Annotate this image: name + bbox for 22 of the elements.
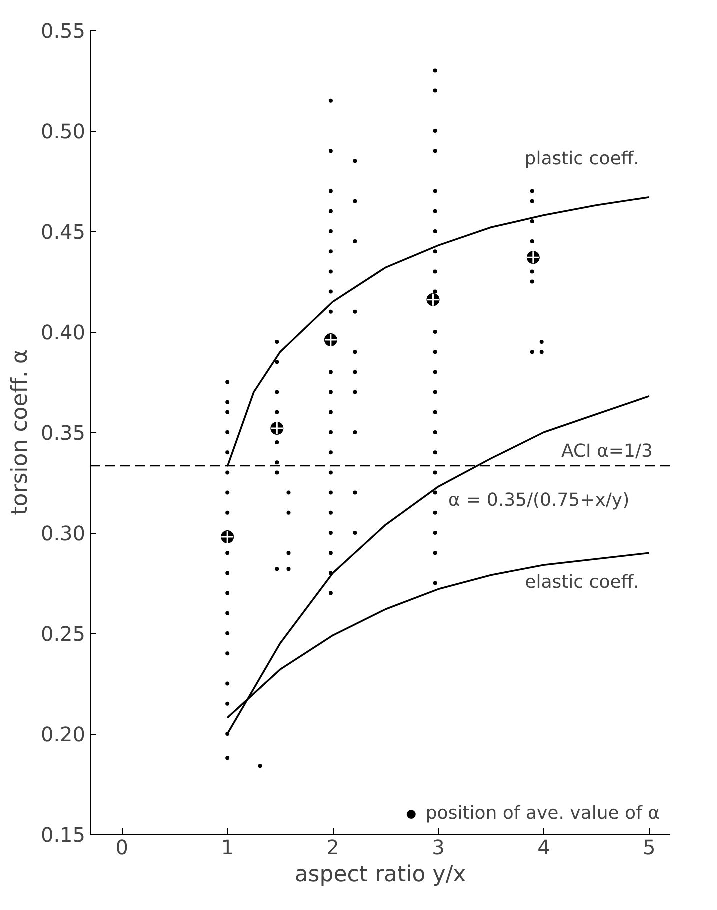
x-tick-label: 1 (221, 836, 234, 860)
series-label: elastic coeff. (525, 572, 640, 594)
x-tick-label: 4 (538, 836, 550, 860)
y-tick-label: 0.30 (40, 522, 86, 546)
x-axis-title: aspect ratio y/x (294, 862, 466, 888)
x-tick-label: 3 (432, 836, 445, 860)
legend-label: position of ave. value of α (426, 803, 660, 824)
y-tick-label: 0.40 (40, 320, 86, 344)
x-tick-label: 5 (643, 836, 656, 860)
y-tick-label: 0.20 (40, 722, 86, 746)
y-tick-label: 0.55 (40, 19, 86, 43)
y-tick-label: 0.50 (40, 120, 86, 144)
y-tick-label: 0.45 (40, 220, 86, 244)
x-tick-label: 0 (116, 836, 129, 860)
y-tick-label: 0.25 (40, 622, 86, 646)
y-axis-title: torsion coeff. α (8, 350, 33, 516)
y-tick-label: 0.35 (40, 421, 86, 445)
annotation: ACI α=1/3 (561, 441, 653, 462)
x-tick-label: 2 (326, 836, 340, 860)
y-tick-label: 0.15 (40, 823, 86, 847)
series-label: plastic coeff. (524, 148, 640, 170)
series-label: α = 0.35/(0.75+x/y) (448, 490, 630, 511)
